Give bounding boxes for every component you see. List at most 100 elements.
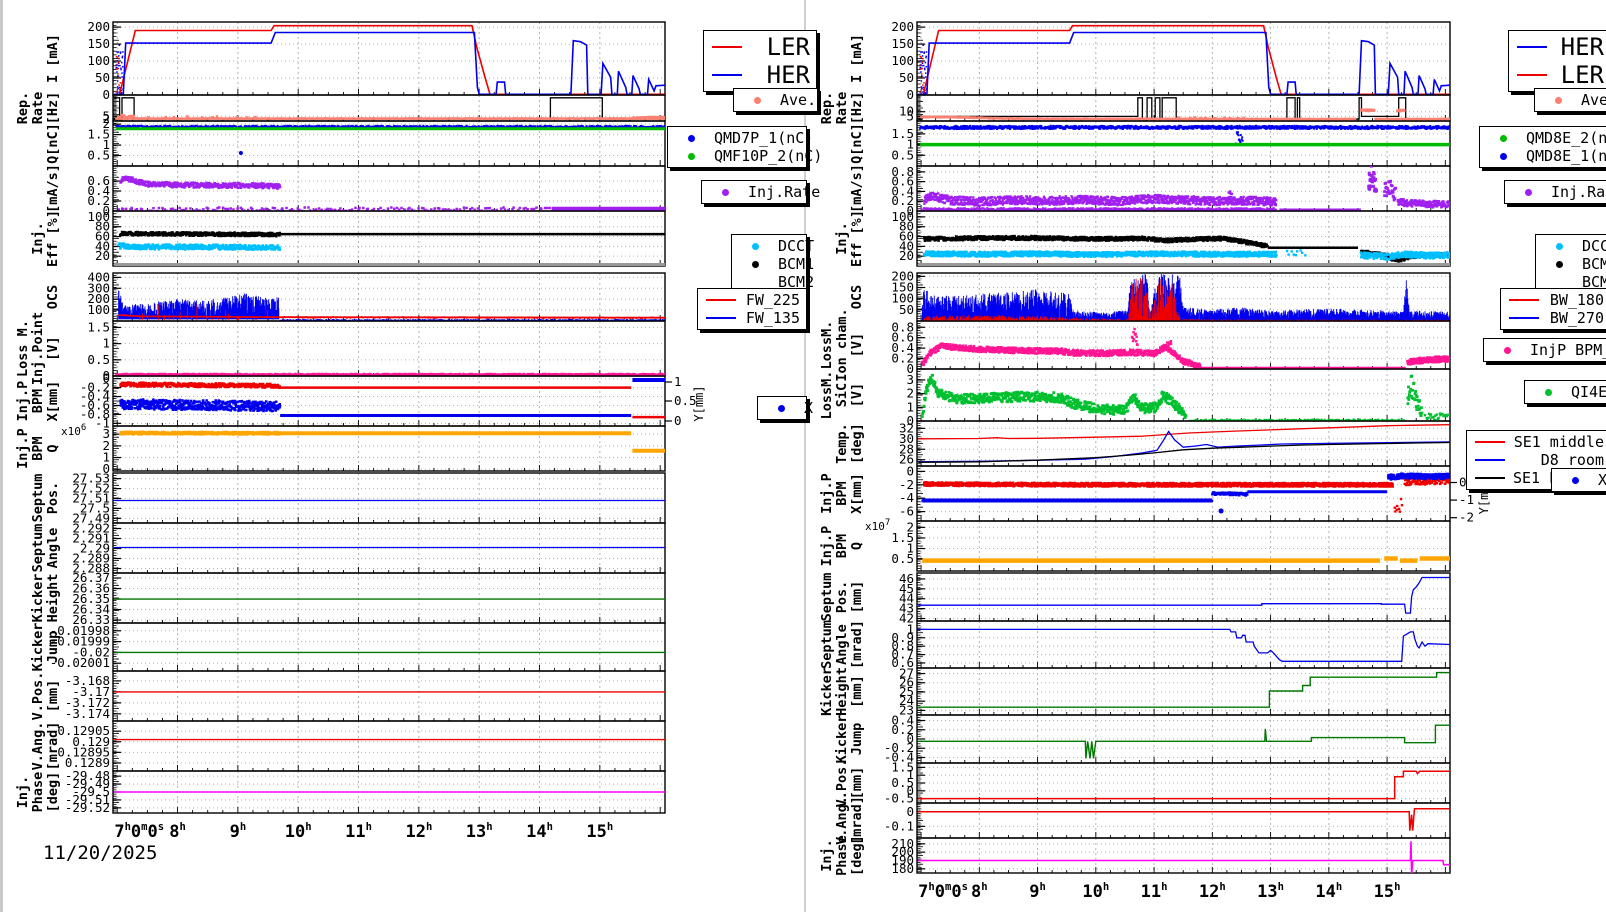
row-v-pos: -3.168-3.17-3.172-3.174 V.Pos. [mm]	[30, 670, 666, 722]
y-tick-label: 3	[906, 372, 914, 387]
series-ave-rate	[115, 117, 665, 121]
right-axis-tick-label: 0.5	[674, 393, 697, 408]
legend-dot-swatch-icon	[1490, 346, 1524, 354]
plot-frame	[112, 622, 666, 672]
y-tick-label: 2	[906, 386, 914, 401]
x-tick-label: 15h	[586, 821, 613, 842]
series-ave-sparse	[1177, 116, 1246, 120]
series-DCCT-eff-start	[117, 242, 128, 250]
legend-line-swatch-icon	[710, 74, 744, 76]
y-tick-label: 27	[899, 666, 914, 681]
series-inj-rate-band	[119, 175, 282, 190]
legend-item: QMD7P_1(nC)	[674, 129, 813, 147]
plot-frame	[916, 667, 1451, 716]
row-axis-label: [mrad]	[45, 722, 61, 771]
series-LER-current	[918, 24, 1450, 95]
y-tick-label: 2.29	[80, 541, 110, 556]
row-axis-label: V.Pos.	[834, 759, 850, 808]
legend-line-swatch-icon	[1473, 459, 1507, 461]
row-axis-label: [mm]	[849, 675, 865, 708]
series-v-ang-step	[918, 808, 1450, 831]
y-tick-label: 0.12895	[57, 744, 110, 759]
row-axis-label: Angle	[45, 528, 61, 569]
y-tick-label: -0.02	[72, 644, 110, 659]
row-axis-label: Jump	[849, 723, 865, 756]
series-septum-pos-step	[918, 576, 1450, 614]
row-axis-label: Septum	[30, 474, 46, 523]
legend-item: QMD8E_1(nC)	[1486, 147, 1606, 165]
legend-label: Inj.Rate	[748, 183, 821, 201]
row-axis-label: Kicker	[30, 623, 46, 672]
axis-exponent-label: x106	[61, 423, 86, 438]
y-tick-label: 1	[102, 450, 110, 465]
y-tick-label: 1.5	[891, 530, 914, 545]
y-tick-label: 200	[891, 268, 914, 283]
series-ave-high1	[1359, 108, 1376, 113]
row-axis-label: Inj.Point	[30, 312, 46, 385]
y-tick-label: -0.02001	[50, 655, 110, 670]
y-tick-label: 42	[899, 611, 914, 626]
row-axis-label: Kicker	[30, 574, 46, 623]
y-tick-label: 0.8	[891, 164, 914, 179]
panel-her-injection: 0 50 100 150 200 I [mA] 10 5 Rep. Rate [Hz] 0.5 1 1.5…	[808, 0, 1606, 912]
row-axis-label: [mrad]	[849, 620, 865, 669]
row-axis-label: Inj.P	[15, 381, 31, 422]
series-inj-phase-step	[918, 841, 1450, 873]
y-tick-label: 0	[906, 87, 914, 102]
series-burst-150	[1383, 179, 1398, 202]
y-tick-label: 28	[899, 441, 914, 456]
y-tick-label: 180	[891, 861, 914, 876]
series-QMD8E_1	[919, 124, 1450, 130]
y-tick-label: -0.6	[80, 397, 110, 412]
row-axis-label: LossM.	[819, 321, 835, 370]
legend-ring-currents: HER LER	[1508, 30, 1606, 92]
series-tail-band	[1396, 198, 1450, 209]
series-kicker-height-step	[918, 671, 1450, 708]
y-tick-label: 0.8	[891, 319, 914, 334]
series-group	[119, 430, 665, 453]
y-tick-label: 0.5	[891, 551, 914, 566]
y-tick-label: 0.8	[891, 638, 914, 653]
legend-item: BCM2	[738, 273, 814, 291]
y-tick-label: 0.4	[87, 183, 110, 198]
legend-label: BCM1	[1582, 255, 1606, 273]
row-lossm: 0 0.51 1.5 Loss M. Inj.Point [V]	[15, 312, 666, 385]
row-axis-label: [mrad]	[849, 796, 865, 845]
legend-label: LER	[766, 33, 810, 61]
y-tick-label: 20	[899, 248, 914, 263]
y-tick-label: -0.4	[884, 749, 914, 764]
row-i-ma: 0 50 100 150 200 I [mA]	[45, 19, 666, 102]
legend-qi4e: QI4E_d	[1524, 380, 1606, 404]
legend-line-swatch-icon	[1473, 441, 1507, 443]
series-bpm-x-red	[119, 381, 281, 389]
y-tick-label: 100	[891, 53, 914, 68]
y-tick-label: -0.8	[80, 406, 110, 421]
row-axis-label: Q	[849, 542, 865, 550]
series-group	[918, 24, 1450, 95]
row-axis-label: LossM.	[819, 371, 835, 420]
row-axis-label: BPM	[834, 481, 850, 505]
series-D8-room	[918, 430, 1450, 463]
y-tick-label: 26	[899, 452, 914, 467]
y-tick-label: 0.129	[72, 734, 110, 749]
legend-dot-swatch-icon	[764, 404, 798, 412]
series-ave-high2	[1396, 108, 1406, 113]
series-tail	[1406, 355, 1450, 366]
series-kicker-jump-step	[918, 724, 1450, 759]
row-axis-label: [V]	[45, 336, 61, 360]
y-tick-label: 150	[891, 280, 914, 295]
row-axis-label: Temp.	[834, 423, 850, 464]
row-i-ma: 0 50 100 150 200 I [mA]	[849, 19, 1451, 102]
series-group	[114, 230, 665, 266]
series-ave-rate-mid	[147, 115, 257, 119]
plot-frame	[916, 714, 1451, 764]
row-axis-label: X[mm]	[849, 473, 865, 514]
legend-item: LER	[1515, 61, 1604, 89]
y-tick-label: 0	[906, 783, 914, 798]
y-tick-label: 30	[899, 431, 914, 446]
legend-dot-swatch-icon	[1558, 476, 1592, 484]
